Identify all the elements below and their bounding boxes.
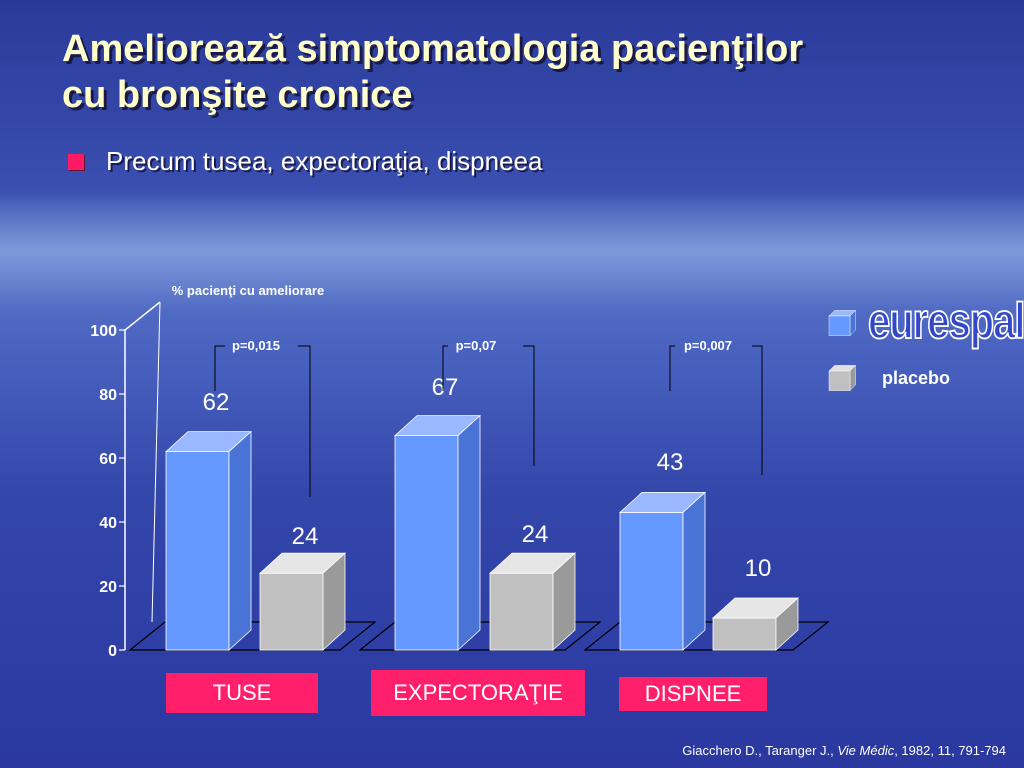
bar-side-face	[228, 430, 252, 651]
p-value-label: p=0,07	[456, 338, 497, 353]
bar-front-face	[165, 451, 230, 651]
bar-front-face	[394, 435, 459, 651]
bar-side-face	[552, 552, 576, 651]
data-label: 43	[657, 449, 684, 476]
category-label: TUSE	[212, 680, 272, 705]
y-tick-label: 20	[99, 579, 117, 596]
legend-placebo-swatch	[828, 364, 857, 392]
bar-side-face	[682, 491, 706, 651]
y-axis-top-edge	[124, 301, 161, 331]
source-citation: Giacchero D., Taranger J., Vie Médic, 19…	[682, 743, 1006, 758]
bullet-square-icon	[68, 153, 84, 170]
legend-drug-label: eurespal®	[867, 293, 1024, 350]
annotation-layer: 62 67 43 24 24 10 p=0,015 p=0,07 p=0,007	[203, 338, 772, 582]
category-dispnee: DISPNEE	[619, 677, 767, 711]
y-tick-label: 80	[99, 387, 117, 404]
category-label: DISPNEE	[644, 681, 742, 706]
y-tick-label: 60	[99, 451, 117, 468]
bar-side-face	[322, 552, 346, 651]
p-bracket-right	[752, 345, 763, 475]
p-bracket-left	[442, 345, 448, 391]
legend-drug: eurespal®	[828, 293, 1024, 350]
category-tuse: TUSE	[166, 673, 318, 713]
y-tick-label: 100	[90, 323, 117, 340]
y-tick-label: 40	[99, 515, 117, 532]
bar-side-face	[775, 597, 799, 651]
bar-front-face	[489, 572, 554, 651]
data-label: 62	[203, 389, 230, 416]
data-label: 24	[522, 521, 549, 548]
category-expectoratie: EXPECTORAŢIE	[371, 670, 585, 716]
bar-front-face	[712, 617, 777, 651]
data-label: 24	[292, 523, 319, 550]
title-line-1: Ameliorează simptomatologia pacienţilor	[62, 28, 804, 70]
title-line-2: cu bronşite cronice	[62, 74, 413, 116]
placebo-bar	[488, 552, 577, 651]
axis-layer: 0 20 40 60 80 100	[90, 301, 161, 660]
bar-front-face	[619, 512, 684, 651]
bullet-point: Precum tusea, expectoraţia, dispneea	[68, 146, 542, 177]
category-label: EXPECTORAŢIE	[393, 680, 563, 705]
p-value-label: p=0,015	[232, 338, 280, 353]
p-bracket-left	[669, 345, 675, 391]
data-label: 10	[745, 555, 772, 582]
slide-title: Ameliorează simptomatologia pacienţilor …	[62, 26, 942, 118]
legend-placebo-label: placebo	[882, 367, 951, 388]
bar-side-face	[457, 414, 481, 651]
y-axis-back	[151, 301, 161, 623]
bar-layer	[164, 414, 800, 651]
y-axis-label: % pacienţi cu ameliorare	[172, 283, 324, 298]
p-value-label: p=0,007	[684, 338, 732, 353]
eurespal-bar	[393, 414, 482, 651]
legend-placebo: placebo	[828, 364, 950, 392]
placebo-bar	[711, 597, 800, 651]
p-bracket-left	[214, 345, 225, 391]
data-label: 67	[432, 374, 459, 401]
placebo-bar	[258, 552, 347, 651]
p-bracket-right	[298, 345, 311, 497]
eurespal-bar	[618, 491, 707, 651]
bar-front-face	[259, 572, 324, 651]
bullet-text: Precum tusea, expectoraţia, dispneea	[106, 146, 543, 176]
legend-drug-swatch	[828, 309, 857, 336]
eurespal-bar	[164, 430, 253, 651]
y-tick-label: 0	[108, 643, 117, 660]
p-bracket-right	[523, 345, 535, 466]
